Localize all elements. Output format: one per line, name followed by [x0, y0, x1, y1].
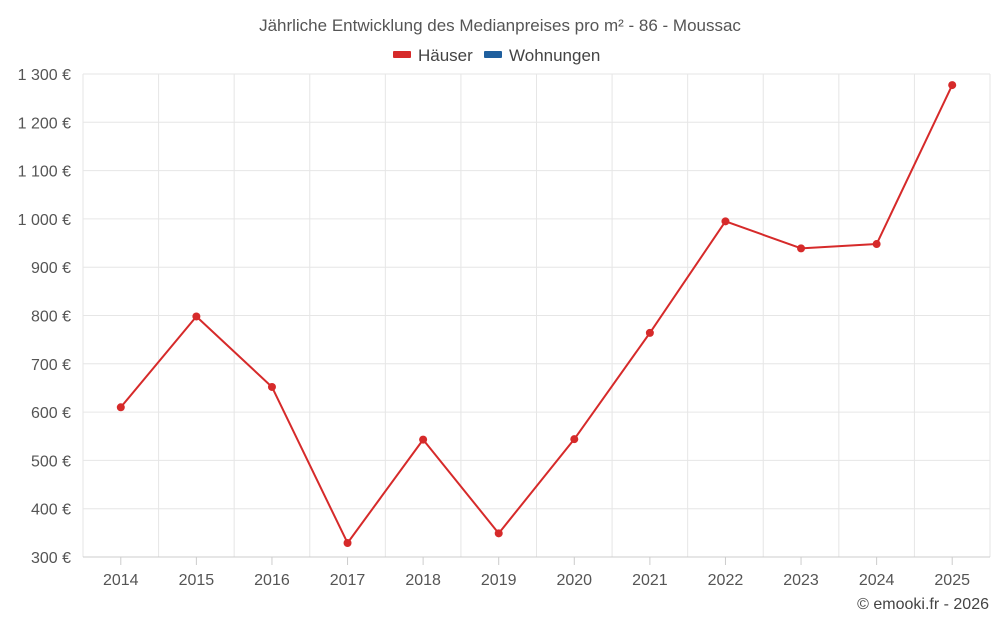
y-tick-label: 900 € — [31, 260, 71, 277]
x-tick-label: 2014 — [103, 572, 139, 589]
x-tick-label: 2023 — [783, 572, 819, 589]
y-axis: 300 € 400 € 500 € 600 € 700 € 800 € 900 € 1 000… — [18, 67, 71, 567]
data-point[interactable] — [797, 244, 806, 253]
x-tick-label: 2025 — [934, 572, 970, 589]
legend-swatch-houses — [393, 51, 411, 58]
x-tick-label: 2016 — [254, 572, 290, 589]
legend: Häuser Wohnungen — [393, 46, 600, 65]
data-point[interactable] — [570, 435, 579, 444]
x-tick-label: 2019 — [481, 572, 517, 589]
data-point[interactable] — [116, 403, 125, 412]
data-point[interactable] — [267, 382, 276, 391]
series-houses — [116, 81, 957, 547]
data-point[interactable] — [343, 538, 352, 547]
series-line — [120, 84, 954, 544]
x-tick-label: 2018 — [405, 572, 441, 589]
legend-swatch-apartments — [484, 51, 502, 58]
legend-item-houses[interactable]: Häuser — [393, 46, 473, 65]
x-tick-label: 2017 — [330, 572, 366, 589]
y-tick-label: 1 100 € — [18, 164, 71, 181]
y-tick-label: 1 200 € — [18, 115, 71, 132]
y-tick-label: 300 € — [31, 550, 71, 567]
grid — [82, 73, 991, 558]
y-tick-label: 600 € — [31, 405, 71, 422]
data-point[interactable] — [872, 240, 881, 249]
y-tick-label: 1 300 € — [18, 67, 71, 84]
x-axis: 2014 2015 2016 2017 2018 2019 2020 2021 2022 2023… — [83, 556, 990, 589]
y-tick-label: 800 € — [31, 309, 71, 326]
data-point[interactable] — [948, 81, 957, 90]
data-point[interactable] — [645, 328, 654, 337]
y-tick-label: 400 € — [31, 502, 71, 519]
data-point[interactable] — [419, 435, 428, 444]
y-tick-label: 500 € — [31, 453, 71, 470]
legend-label-houses: Häuser — [418, 46, 473, 65]
data-point[interactable] — [494, 529, 503, 538]
x-tick-label: 2022 — [708, 572, 744, 589]
y-tick-label: 1 000 € — [18, 212, 71, 229]
x-tick-label: 2021 — [632, 572, 668, 589]
y-tick-label: 700 € — [31, 357, 71, 374]
chart-title: Jährliche Entwicklung des Medianpreises … — [259, 16, 741, 35]
data-point[interactable] — [192, 312, 201, 321]
legend-label-apartments: Wohnungen — [509, 46, 600, 65]
legend-item-apartments[interactable]: Wohnungen — [484, 46, 600, 65]
x-tick-label: 2024 — [859, 572, 895, 589]
credit-text: © emooki.fr - 2026 — [857, 596, 989, 613]
x-tick-label: 2015 — [179, 572, 215, 589]
x-tick-label: 2020 — [556, 572, 592, 589]
data-point[interactable] — [721, 217, 730, 226]
